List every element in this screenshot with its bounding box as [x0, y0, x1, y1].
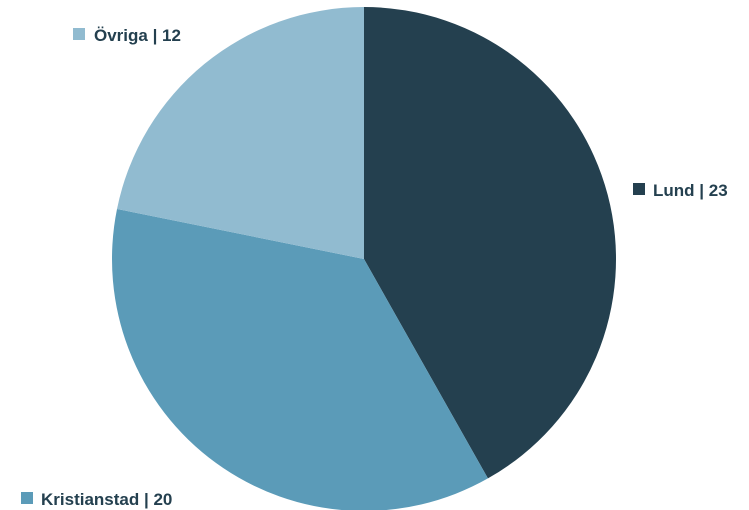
legend-swatch-kristianstad — [21, 492, 33, 504]
legend-label-kristianstad: Kristianstad | 20 — [41, 490, 172, 509]
legend-label-lund: Lund | 23 — [653, 181, 728, 200]
legend-swatch-ovriga — [73, 28, 85, 40]
pie-slice-lund — [364, 6, 617, 479]
legend-item-ovriga: Övriga | 12 — [73, 26, 181, 45]
legend-item-kristianstad: Kristianstad | 20 — [21, 490, 172, 509]
legend-swatch-lund — [633, 183, 645, 195]
pie-slices — [112, 6, 617, 510]
pie-legend: Övriga | 12 Lund | 23 Kristianstad | 20 — [21, 26, 728, 509]
pie-slice-ovriga — [117, 7, 365, 259]
legend-label-ovriga: Övriga | 12 — [94, 26, 181, 45]
legend-item-lund: Lund | 23 — [633, 181, 728, 200]
pie-slice-kristianstad — [112, 208, 488, 510]
